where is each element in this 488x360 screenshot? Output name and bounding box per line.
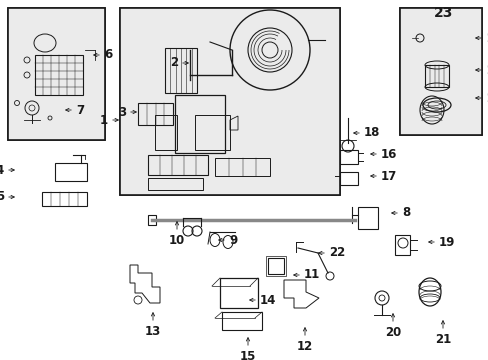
- Text: 18: 18: [363, 126, 380, 139]
- Text: 8: 8: [401, 207, 409, 220]
- Text: 26: 26: [485, 31, 488, 45]
- Bar: [148, 215, 156, 225]
- Text: 21: 21: [434, 333, 450, 346]
- Text: 2: 2: [169, 57, 178, 69]
- Text: 19: 19: [438, 235, 454, 248]
- Text: 20: 20: [384, 326, 400, 339]
- Bar: [35, 55, 83, 95]
- Bar: [394, 235, 409, 255]
- Text: 25: 25: [485, 91, 488, 104]
- Text: 3: 3: [118, 105, 126, 118]
- Bar: [265, 256, 285, 276]
- Bar: [175, 95, 224, 153]
- Text: 9: 9: [228, 234, 237, 247]
- Bar: [138, 103, 173, 125]
- Bar: [120, 8, 339, 195]
- Text: 15: 15: [239, 350, 256, 360]
- Text: 17: 17: [380, 170, 396, 183]
- Text: 6: 6: [104, 49, 112, 62]
- Bar: [8, 8, 105, 140]
- Bar: [215, 158, 269, 176]
- Text: 7: 7: [76, 104, 84, 117]
- Bar: [424, 65, 448, 87]
- Text: 4: 4: [0, 163, 4, 176]
- Bar: [120, 8, 339, 195]
- Bar: [148, 178, 203, 190]
- Bar: [8, 8, 105, 140]
- Bar: [222, 312, 262, 330]
- Text: 14: 14: [260, 293, 276, 306]
- Text: 1: 1: [100, 113, 108, 126]
- Bar: [55, 163, 87, 181]
- Bar: [155, 115, 177, 150]
- Text: 16: 16: [380, 148, 397, 161]
- Text: 10: 10: [168, 234, 185, 247]
- Text: 23: 23: [433, 6, 453, 20]
- Text: 12: 12: [296, 340, 312, 353]
- Bar: [42, 192, 87, 206]
- Text: 13: 13: [144, 325, 161, 338]
- Bar: [339, 172, 357, 185]
- Text: 11: 11: [304, 269, 320, 282]
- Bar: [195, 115, 229, 150]
- Text: 24: 24: [485, 63, 488, 77]
- Bar: [399, 8, 481, 135]
- Bar: [267, 258, 284, 274]
- Text: 22: 22: [328, 247, 345, 260]
- Bar: [220, 278, 258, 308]
- Bar: [357, 207, 377, 229]
- Bar: [339, 150, 357, 164]
- Bar: [399, 8, 481, 135]
- Text: 5: 5: [0, 190, 4, 203]
- Bar: [148, 155, 207, 175]
- Bar: [164, 48, 197, 93]
